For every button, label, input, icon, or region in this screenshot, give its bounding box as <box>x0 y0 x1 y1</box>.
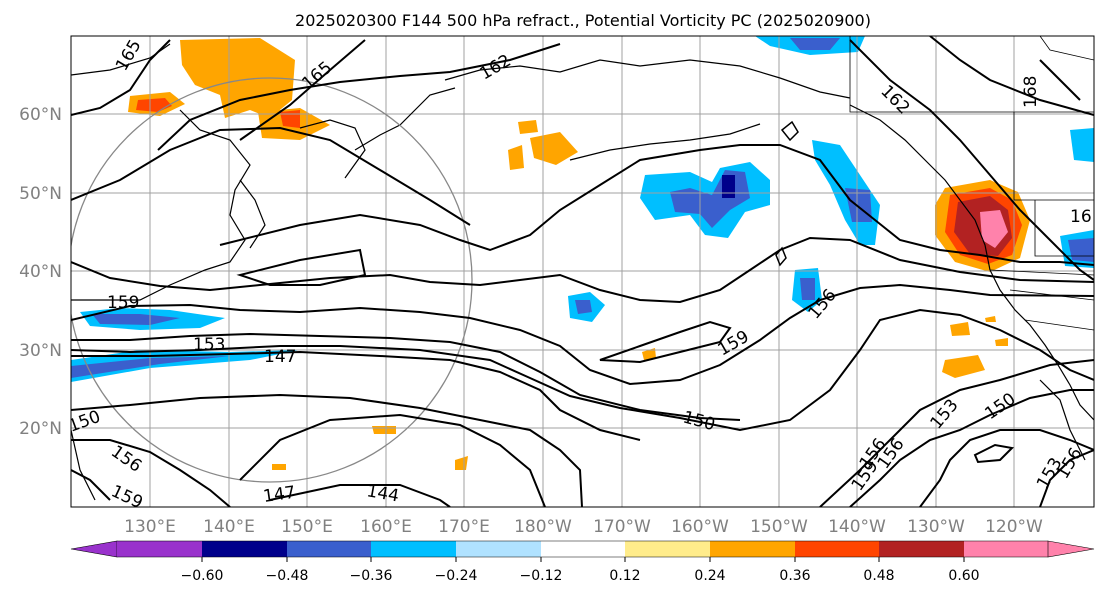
pv-anomaly-shading <box>71 36 1094 470</box>
colorbar-swatch <box>795 541 879 557</box>
graticule <box>71 36 1094 507</box>
lon-label: 130°W <box>907 517 965 537</box>
lon-label: 130°E <box>124 517 176 537</box>
map-title: 2025020300 F144 500 hPa refract., Potent… <box>295 11 871 30</box>
colorbar-tick-label: −0.48 <box>266 568 309 584</box>
map-panel: 165 165 162 162 168 16 159 153 147 159 1… <box>71 36 1094 507</box>
colorbar-tick-label: −0.12 <box>520 568 563 584</box>
colorbar-swatch <box>371 541 456 557</box>
contour-label: 168 <box>1021 76 1041 108</box>
colorbar-tick-label: 0.48 <box>863 568 894 584</box>
colorbar-swatch <box>202 541 287 557</box>
coastlines <box>71 43 1094 501</box>
contour-label: 159 <box>107 293 139 313</box>
colorbar-swatch <box>964 541 1048 557</box>
latitude-labels: 60°N 50°N 40°N 30°N 20°N <box>19 105 62 439</box>
contour-label: 147 <box>264 347 296 367</box>
lon-label: 120°W <box>985 517 1043 537</box>
contour-label: 147 <box>262 483 297 507</box>
lat-label: 60°N <box>19 105 62 125</box>
colorbar-swatch <box>456 541 541 557</box>
longitude-labels: 130°E 140°E 150°E 160°E 170°E 180°W 170°… <box>124 517 1043 537</box>
colorbar-swatch <box>710 541 795 557</box>
colorbar-extend-low <box>70 540 118 558</box>
colorbar-swatch <box>541 541 625 557</box>
colorbar-swatch <box>625 541 710 557</box>
contour-label: 16 <box>1070 207 1092 227</box>
borders <box>849 36 1094 331</box>
colorbar-swatch <box>879 541 964 557</box>
lon-label: 160°W <box>671 517 729 537</box>
colorbar-tick-label: −0.36 <box>350 568 393 584</box>
lat-label: 20°N <box>19 419 62 439</box>
colorbar-swatch <box>117 541 202 557</box>
map-frame <box>70 35 1095 508</box>
lon-label: 140°E <box>203 517 255 537</box>
colorbar: −0.60 −0.48 −0.36 −0.24 −0.12 0.12 0.24 … <box>70 540 1095 584</box>
lon-label: 150°W <box>750 517 808 537</box>
lon-label: 150°E <box>281 517 333 537</box>
contour-labels: 165 165 162 162 168 16 159 153 147 159 1… <box>71 36 1092 507</box>
colorbar-swatch <box>287 541 371 557</box>
lon-label: 170°E <box>438 517 490 537</box>
colorbar-tick-label: −0.60 <box>181 568 224 584</box>
range-circle <box>71 77 473 483</box>
lat-label: 40°N <box>19 262 62 282</box>
lat-label: 50°N <box>19 184 62 204</box>
vorticity-outlines <box>775 120 799 267</box>
lon-label: 140°W <box>828 517 886 537</box>
contour-label: 153 <box>193 335 225 355</box>
colorbar-extend-high <box>1047 540 1095 558</box>
colorbar-tick-label: 0.12 <box>609 568 640 584</box>
lon-label: 170°W <box>593 517 651 537</box>
colorbar-tick-label: 0.60 <box>948 568 979 584</box>
colorbar-tick-label: −0.24 <box>435 568 478 584</box>
colorbar-tick-label: 0.24 <box>694 568 725 584</box>
lat-label: 30°N <box>19 341 62 361</box>
lon-label: 180°W <box>514 517 572 537</box>
refractivity-contours <box>71 36 1094 507</box>
lon-label: 160°E <box>360 517 412 537</box>
colorbar-tick-label: 0.36 <box>779 568 810 584</box>
